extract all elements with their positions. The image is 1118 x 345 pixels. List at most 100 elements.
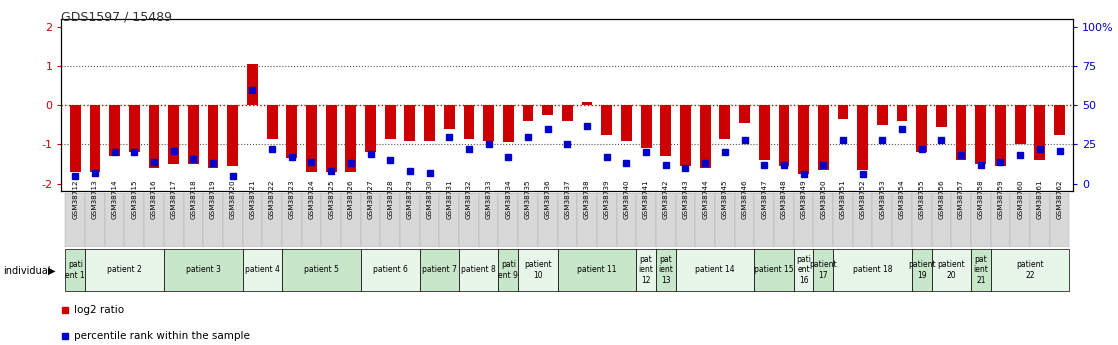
Text: GSM38737: GSM38737 — [565, 179, 570, 219]
Text: log2 ratio: log2 ratio — [74, 305, 124, 315]
FancyBboxPatch shape — [636, 193, 656, 247]
FancyBboxPatch shape — [695, 193, 716, 247]
Text: GSM38755: GSM38755 — [919, 179, 925, 219]
FancyBboxPatch shape — [675, 249, 755, 290]
FancyBboxPatch shape — [912, 193, 931, 247]
Text: patient 3: patient 3 — [186, 265, 220, 275]
Bar — [601, 105, 613, 135]
Text: GSM38738: GSM38738 — [584, 179, 590, 219]
FancyBboxPatch shape — [321, 193, 341, 247]
Text: GSM38719: GSM38719 — [210, 179, 216, 219]
Text: GSM38749: GSM38749 — [800, 179, 806, 219]
Text: ▶: ▶ — [48, 266, 56, 276]
Text: GSM38752: GSM38752 — [860, 179, 865, 219]
FancyBboxPatch shape — [243, 193, 263, 247]
FancyBboxPatch shape — [814, 249, 833, 290]
FancyBboxPatch shape — [222, 193, 243, 247]
FancyBboxPatch shape — [85, 193, 105, 247]
FancyBboxPatch shape — [951, 193, 970, 247]
FancyBboxPatch shape — [970, 249, 991, 290]
Bar — [208, 105, 218, 168]
Bar — [680, 105, 691, 166]
Text: GSM38724: GSM38724 — [309, 179, 314, 219]
Bar — [739, 105, 750, 123]
FancyBboxPatch shape — [459, 249, 499, 290]
FancyBboxPatch shape — [931, 249, 970, 290]
Bar — [366, 105, 376, 152]
Bar — [956, 105, 966, 160]
Text: patient 14: patient 14 — [695, 265, 735, 275]
Text: GSM38754: GSM38754 — [899, 179, 906, 219]
Bar — [661, 105, 671, 156]
FancyBboxPatch shape — [636, 249, 656, 290]
Text: GSM38721: GSM38721 — [249, 179, 255, 219]
Text: patient
20: patient 20 — [937, 260, 965, 280]
Text: GSM38758: GSM38758 — [978, 179, 984, 219]
Bar — [405, 105, 415, 140]
Text: patient 7: patient 7 — [421, 265, 457, 275]
Bar — [778, 105, 789, 166]
Text: GSM38723: GSM38723 — [288, 179, 295, 219]
Text: patient
19: patient 19 — [908, 260, 936, 280]
FancyBboxPatch shape — [1050, 193, 1069, 247]
FancyBboxPatch shape — [479, 193, 499, 247]
FancyBboxPatch shape — [1011, 193, 1030, 247]
Bar — [444, 105, 455, 129]
Bar — [641, 105, 652, 148]
FancyBboxPatch shape — [774, 193, 794, 247]
Text: pat
ient
13: pat ient 13 — [659, 255, 673, 285]
Text: GSM38753: GSM38753 — [880, 179, 885, 219]
Bar — [936, 105, 947, 127]
FancyBboxPatch shape — [912, 249, 931, 290]
FancyBboxPatch shape — [833, 193, 853, 247]
FancyBboxPatch shape — [419, 249, 459, 290]
FancyBboxPatch shape — [459, 193, 479, 247]
Bar — [424, 105, 435, 140]
FancyBboxPatch shape — [183, 193, 203, 247]
FancyBboxPatch shape — [991, 193, 1011, 247]
Bar — [837, 105, 849, 119]
Bar — [247, 64, 258, 105]
FancyBboxPatch shape — [617, 193, 636, 247]
FancyBboxPatch shape — [833, 249, 912, 290]
FancyBboxPatch shape — [970, 193, 991, 247]
FancyBboxPatch shape — [263, 193, 282, 247]
Text: GSM38751: GSM38751 — [840, 179, 846, 219]
Bar — [169, 105, 179, 164]
Text: GSM38745: GSM38745 — [722, 179, 728, 219]
Text: pat
ient
12: pat ient 12 — [638, 255, 654, 285]
FancyBboxPatch shape — [892, 193, 912, 247]
Bar — [1015, 105, 1025, 145]
Text: GSM38713: GSM38713 — [92, 179, 98, 219]
FancyBboxPatch shape — [400, 193, 419, 247]
Bar — [69, 105, 80, 172]
Text: GSM38759: GSM38759 — [997, 179, 1004, 219]
Bar — [522, 105, 533, 121]
FancyBboxPatch shape — [991, 249, 1069, 290]
Text: GSM38760: GSM38760 — [1017, 179, 1023, 219]
Bar — [1034, 105, 1045, 160]
Text: patient 4: patient 4 — [245, 265, 280, 275]
Bar — [562, 105, 572, 121]
Text: GSM38728: GSM38728 — [387, 179, 394, 219]
FancyBboxPatch shape — [853, 193, 872, 247]
Text: GSM38726: GSM38726 — [348, 179, 354, 219]
Bar — [917, 105, 927, 152]
Text: GSM38716: GSM38716 — [151, 179, 157, 219]
Text: pat
ient
21: pat ient 21 — [974, 255, 988, 285]
FancyBboxPatch shape — [66, 193, 85, 247]
FancyBboxPatch shape — [243, 249, 282, 290]
FancyBboxPatch shape — [755, 193, 774, 247]
Bar — [483, 105, 494, 140]
FancyBboxPatch shape — [735, 193, 755, 247]
Text: GSM38750: GSM38750 — [821, 179, 826, 219]
Bar — [620, 105, 632, 140]
FancyBboxPatch shape — [716, 193, 735, 247]
FancyBboxPatch shape — [164, 249, 243, 290]
FancyBboxPatch shape — [499, 249, 518, 290]
FancyBboxPatch shape — [66, 249, 85, 290]
Bar — [798, 105, 809, 174]
FancyBboxPatch shape — [931, 193, 951, 247]
FancyBboxPatch shape — [755, 249, 794, 290]
Text: GSM38717: GSM38717 — [171, 179, 177, 219]
